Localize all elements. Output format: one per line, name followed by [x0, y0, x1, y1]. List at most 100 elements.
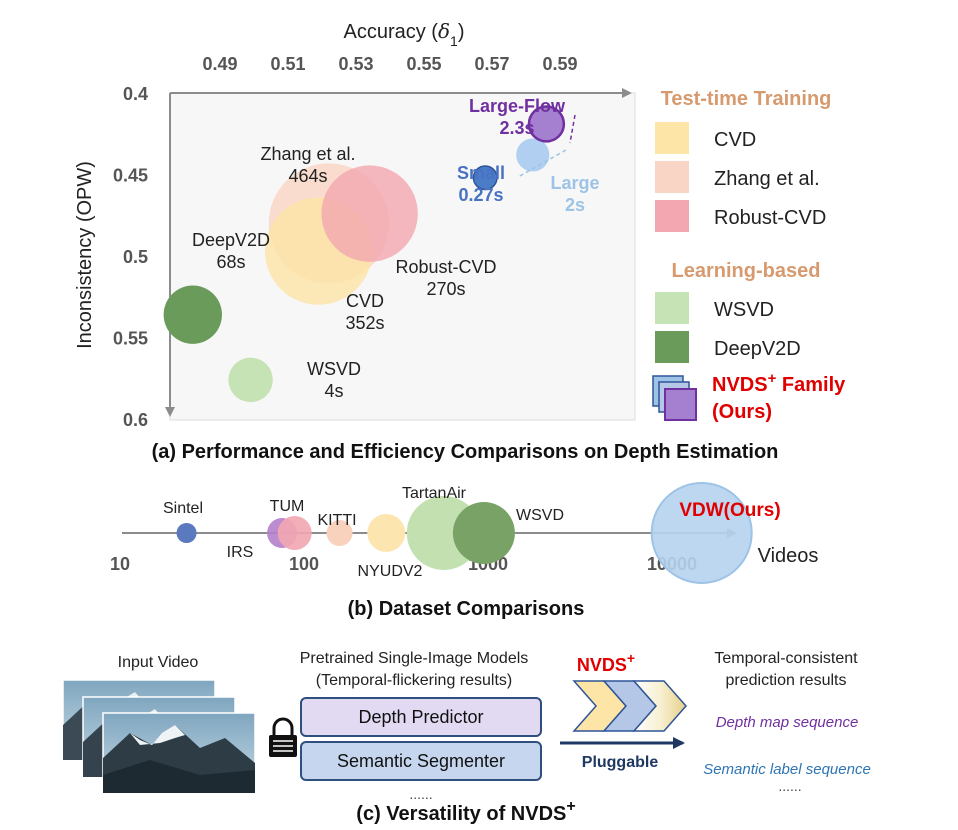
- dataset-bubble-sintel: [176, 523, 197, 543]
- dataset-label-tartanair: TartanAir: [402, 485, 467, 502]
- bubble-small: [472, 165, 498, 191]
- x-tick-label: 0.57: [474, 54, 509, 74]
- dataset-bubble-vdw-ours: [650, 482, 753, 584]
- dataset-bubble-kitti: [326, 520, 353, 546]
- label-large-flow: Large-Flow: [469, 96, 566, 116]
- legend-label-robust-cvd: Robust-CVD: [714, 207, 826, 229]
- caption-c-main: (c) Versatility of NVDS: [356, 803, 566, 825]
- x-axis-title-symbol: δ: [438, 19, 450, 43]
- nvds-plus-sup: +: [627, 650, 635, 666]
- lock-icon: [269, 717, 297, 757]
- panel-c-versatility: Input Video: [62, 650, 871, 825]
- bubble-large: [516, 138, 550, 172]
- legend-label-cvd: CVD: [714, 129, 756, 151]
- dataset-label-kitti: KITTI: [317, 512, 356, 529]
- label-zhang-et-al: Zhang et al.: [260, 144, 355, 164]
- y-axis-title: Inconsistency (OPW): [74, 161, 96, 349]
- runtime-robust-cvd: 270s: [426, 279, 465, 299]
- nvds-plus-name: NVDS: [577, 655, 627, 675]
- depth-predictor-label: Depth Predictor: [358, 707, 483, 727]
- runtime-small: 0.27s: [458, 185, 503, 205]
- x-axis-title-subscript: 1: [450, 33, 458, 49]
- legend-swatch-deepv2d: [655, 331, 689, 363]
- videos-tick-label: 10: [110, 554, 130, 574]
- bubble-wsvd: [228, 357, 273, 403]
- frame-3-snow: [130, 725, 185, 745]
- y-tick-label: 0.45: [113, 166, 148, 186]
- models-ellipsis: ......: [409, 786, 432, 802]
- legend-swatch-nvds-family: [652, 375, 697, 421]
- runtime-wsvd: 4s: [324, 381, 343, 401]
- legend: Test-time Training Learning-based CVD Zh…: [652, 88, 846, 423]
- frame-3-foreground: [103, 760, 255, 793]
- pluggable-label: Pluggable: [582, 754, 659, 771]
- legend-swatch-robust-cvd: [655, 200, 689, 232]
- label-wsvd: WSVD: [307, 359, 361, 379]
- legend-swatch-cvd: [655, 122, 689, 154]
- x-axis-title-text: Accuracy (: [344, 21, 439, 43]
- legend-label-wsvd: WSVD: [714, 299, 774, 321]
- bubble-robust-cvd: [321, 165, 418, 262]
- x-tick-label: 0.59: [542, 54, 577, 74]
- dataset-label-nyudv2: NYUDV2: [358, 563, 423, 580]
- semantic-segmenter-box: [300, 741, 542, 781]
- dataset-bubble-wsvd: [452, 502, 515, 564]
- bubbles: [163, 105, 566, 403]
- dataset-bubble-tum: [277, 516, 312, 550]
- caption-c: (c) Versatility of NVDS+: [356, 798, 575, 825]
- semantic-segmenter-label: Semantic Segmenter: [337, 751, 505, 771]
- x-tick-label: 0.55: [406, 54, 441, 74]
- label-cvd: CVD: [346, 291, 384, 311]
- label-deepv2d: DeepV2D: [192, 230, 270, 250]
- legend-swatch-wsvd: [655, 292, 689, 324]
- caption-c-sup: +: [566, 798, 575, 815]
- x-tick-label: 0.53: [338, 54, 373, 74]
- runtime-zhang-et-al: 464s: [288, 166, 327, 186]
- video-frame-3: [102, 712, 256, 794]
- bubble-large-flow: [527, 105, 566, 143]
- nvds-swatch-large-flow: [664, 388, 697, 421]
- y-tick-label: 0.55: [113, 329, 148, 349]
- dataset-bubbles: [176, 482, 753, 584]
- legend-label-zhang: Zhang et al.: [714, 168, 820, 190]
- videos-tick-label: 100: [289, 554, 319, 574]
- depth-predictor-box: [300, 697, 542, 737]
- label-large: Large: [550, 173, 599, 193]
- legend-label-deepv2d: DeepV2D: [714, 338, 801, 360]
- input-video-frames: [62, 679, 256, 794]
- legend-label-ours-sub: (Ours): [712, 401, 772, 423]
- dataset-labels: Sintel IRS TUM KITTI NYUDV2 TartanAir WSVD VDW(…: [163, 485, 781, 580]
- dataset-label-wsvd: WSVD: [516, 507, 564, 524]
- input-video-label: Input Video: [118, 654, 199, 671]
- nvds-plus-label: NVDS+: [577, 650, 635, 675]
- legend-heading-test-time: Test-time Training: [661, 88, 832, 110]
- dataset-label-irs: IRS: [227, 544, 254, 561]
- panel-b-dataset-chart: Videos 10100100010000 SintelIRSTUMKITTIN…: [110, 482, 818, 620]
- runtime-deepv2d: 68s: [216, 252, 245, 272]
- depth-map-sequence-label: Depth map sequence: [716, 714, 859, 731]
- label-robust-cvd: Robust-CVD: [395, 257, 496, 277]
- dataset-bubble-nyudv2: [367, 514, 406, 552]
- legend-swatch-zhang: [655, 161, 689, 193]
- x-axis-title: Accuracy (δ1): [344, 19, 465, 49]
- x-tick-label: 0.49: [202, 54, 237, 74]
- legend-heading-learning: Learning-based: [672, 260, 821, 282]
- legend-label-ours: NVDS+ Family: [712, 370, 846, 396]
- dataset-label-vdw-ours: VDW(Ours): [679, 500, 780, 521]
- chevron-arrows-icon: [572, 680, 687, 732]
- x-axis-title-close: ): [458, 21, 465, 43]
- legend-ours-sup: +: [768, 370, 777, 387]
- label-small: Small: [457, 163, 505, 183]
- runtime-large-flow: 2.3s: [499, 118, 534, 138]
- results-ellipsis: ......: [778, 778, 801, 794]
- large-flow-connector: [569, 114, 576, 144]
- runtime-cvd: 352s: [345, 313, 384, 333]
- models-title-line1: Pretrained Single-Image Models: [300, 650, 529, 667]
- dataset-label-sintel: Sintel: [163, 500, 203, 517]
- caption-a: (a) Performance and Efficiency Compariso…: [152, 441, 779, 463]
- panel-a-bubble-chart: Accuracy (δ1) Inconsistency (OPW) 0.49 0.…: [74, 19, 846, 463]
- results-title-line2: prediction results: [726, 672, 847, 689]
- x-tick-label: 0.51: [270, 54, 305, 74]
- y-tick-label: 0.5: [123, 247, 148, 267]
